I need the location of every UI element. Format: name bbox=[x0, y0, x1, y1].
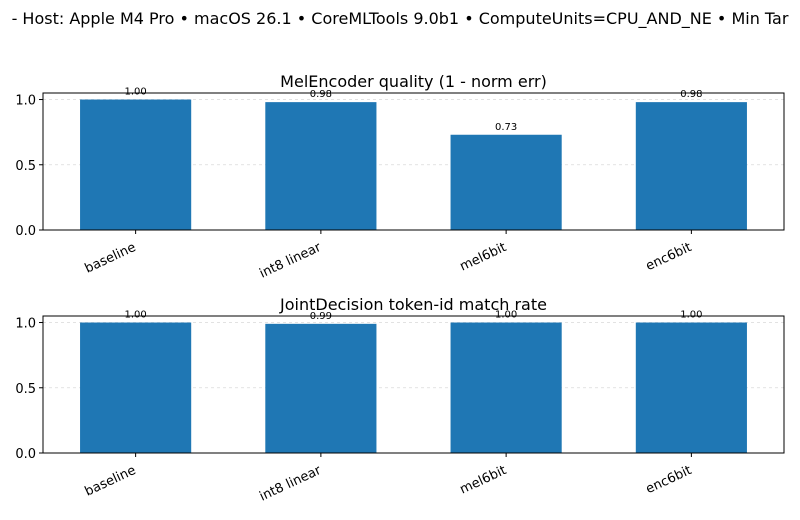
bar-mel6bit bbox=[450, 134, 562, 230]
bar-mel6bit bbox=[450, 322, 562, 453]
chart-title: MelEncoder quality (1 - norm err) bbox=[280, 72, 547, 91]
data-label: 0.73 bbox=[495, 122, 517, 133]
x-tick-label: baseline bbox=[83, 463, 139, 500]
bar-int8-linear bbox=[265, 102, 377, 230]
x-tick-label: enc6bit bbox=[644, 240, 694, 274]
x-tick-label: mel6bit bbox=[458, 463, 509, 498]
bar-enc6bit bbox=[635, 102, 747, 230]
y-tick-label: 0.0 bbox=[15, 224, 36, 239]
data-label: 1.00 bbox=[124, 87, 146, 98]
y-tick-label: 1.0 bbox=[15, 94, 36, 109]
x-tick-label: baseline bbox=[83, 240, 139, 277]
axes-frame bbox=[42, 315, 785, 454]
bar-baseline bbox=[80, 322, 192, 453]
x-tick-label: enc6bit bbox=[644, 463, 694, 497]
chart-title: JointDecision token-id match rate bbox=[279, 295, 547, 314]
data-label: 0.98 bbox=[310, 89, 332, 100]
figure-suptitle: - Host: Apple M4 Pro • macOS 26.1 • Core… bbox=[11, 9, 789, 28]
data-label: 0.98 bbox=[680, 89, 702, 100]
data-label: 1.00 bbox=[680, 310, 702, 321]
y-tick-label: 0.0 bbox=[15, 447, 36, 462]
y-tick-label: 0.5 bbox=[15, 382, 36, 397]
y-tick-label: 1.0 bbox=[15, 317, 36, 332]
bar-int8-linear bbox=[265, 323, 377, 453]
x-tick-label: mel6bit bbox=[458, 240, 509, 275]
chart-1: 1.00 0.98 0.73 0.98 0.0 0.5 1.0 baseline int8 li… bbox=[15, 72, 785, 282]
x-tick-label: int8 linear bbox=[257, 463, 324, 505]
x-tick-label: int8 linear bbox=[257, 240, 324, 282]
bar-enc6bit bbox=[635, 322, 747, 453]
axes-frame bbox=[42, 92, 785, 231]
y-tick-label: 0.5 bbox=[15, 159, 36, 174]
bar-baseline bbox=[80, 99, 192, 231]
data-label: 1.00 bbox=[495, 310, 517, 321]
data-label: 1.00 bbox=[124, 310, 146, 321]
